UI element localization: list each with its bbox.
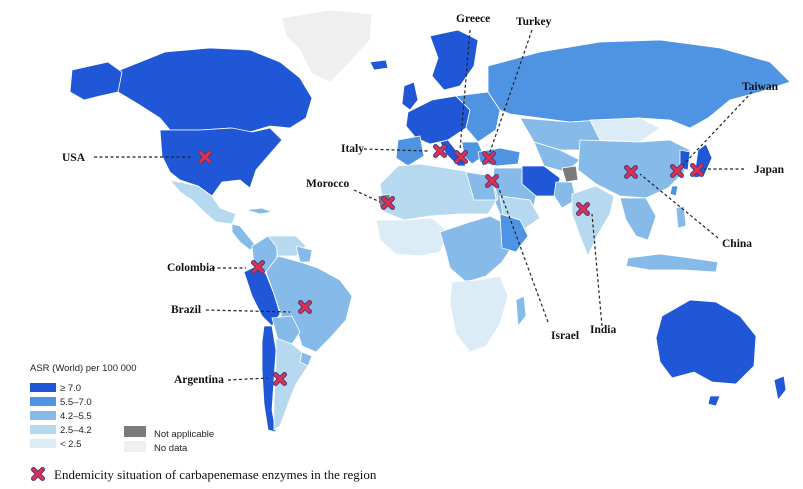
argentina	[273, 337, 309, 431]
alaska	[69, 61, 123, 101]
legend: ASR (World) per 100 000 ≥ 7.0 5.5–7.0 4.…	[30, 363, 214, 454]
legend-title: ASR (World) per 100 000	[30, 363, 137, 374]
western-europe	[405, 95, 471, 145]
label-israel: Israel	[551, 330, 579, 342]
marker-israel	[488, 177, 497, 186]
marker-morocco	[384, 199, 393, 208]
footnote-marker-icon	[34, 470, 43, 479]
arrow-greece	[459, 29, 471, 151]
indonesia	[625, 253, 719, 273]
australia	[655, 299, 757, 385]
venezuela	[267, 235, 307, 257]
arrow-morocco	[353, 189, 381, 203]
madagascar	[515, 295, 527, 328]
marker-india	[579, 205, 588, 214]
central-africa	[439, 215, 515, 283]
afghanistan	[561, 165, 579, 183]
legend-swatch-not-applicable	[124, 426, 146, 437]
label-morocco: Morocco	[306, 178, 349, 190]
legend-label-no-data: No data	[154, 443, 188, 454]
marker-turkey	[485, 154, 494, 163]
central-asia	[533, 141, 581, 173]
legend-swatch-5	[30, 439, 56, 448]
russia	[487, 39, 791, 129]
greenland	[281, 9, 373, 83]
uk	[401, 81, 419, 111]
cuba	[245, 207, 274, 215]
marker-greece	[457, 153, 466, 162]
legend-swatch-no-data	[124, 441, 146, 452]
marker-italy	[436, 147, 445, 156]
country-labels: USA Colombia Brazil Argentina Morocco It…	[62, 13, 785, 386]
legend-label-1: ≥ 7.0	[60, 383, 81, 394]
bolivia	[271, 315, 301, 345]
legend-label-2: 5.5–7.0	[60, 397, 92, 408]
guyana	[295, 245, 313, 263]
label-greece: Greece	[456, 13, 490, 25]
tasmania	[707, 395, 721, 407]
label-china: China	[722, 238, 752, 250]
legend-swatch-2	[30, 397, 56, 406]
uruguay	[299, 351, 313, 367]
chile	[261, 325, 277, 433]
label-italy: Italy	[341, 143, 364, 155]
arrow-argentina	[227, 377, 269, 381]
marker-brazil	[301, 303, 310, 312]
mongolia	[589, 117, 661, 143]
footnote-text: Endemicity situation of carbapenemase en…	[54, 467, 377, 482]
marker-taiwan	[673, 167, 682, 176]
label-usa: USA	[62, 152, 86, 164]
legend-label-3: 4.2–5.5	[60, 411, 92, 422]
label-taiwan: Taiwan	[742, 81, 779, 93]
annotation-arrows	[94, 29, 753, 381]
philippines	[675, 205, 687, 229]
legend-label-not-applicable: Not applicable	[154, 429, 214, 440]
label-colombia: Colombia	[167, 262, 215, 274]
label-japan: Japan	[754, 164, 785, 176]
arrow-taiwan	[681, 91, 753, 167]
legend-label-4: 2.5–4.2	[60, 425, 92, 436]
canada	[117, 47, 313, 133]
label-argentina: Argentina	[174, 374, 224, 386]
marker-usa	[201, 153, 210, 162]
marker-japan	[693, 166, 702, 175]
southeast-asia	[619, 197, 657, 241]
arrow-india	[591, 213, 603, 327]
southern-africa	[449, 275, 509, 353]
legend-swatch-1	[30, 383, 56, 392]
west-africa	[375, 217, 449, 257]
iceland	[369, 59, 389, 71]
marker-argentina	[276, 375, 285, 384]
east-africa	[499, 213, 529, 253]
label-india: India	[590, 324, 616, 336]
taiwan	[669, 185, 679, 197]
marker-colombia	[254, 263, 263, 272]
arrow-israel	[497, 185, 549, 323]
legend-swatch-4	[30, 425, 56, 434]
usa	[159, 127, 283, 197]
label-turkey: Turkey	[516, 16, 552, 28]
arrow-china	[639, 173, 719, 239]
scandinavia	[429, 29, 479, 91]
label-brazil: Brazil	[171, 304, 201, 316]
marker-china	[627, 168, 636, 177]
legend-label-5: < 2.5	[60, 439, 81, 450]
footnote: Endemicity situation of carbapenemase en…	[34, 467, 377, 482]
new-zealand	[773, 375, 787, 401]
legend-swatch-3	[30, 411, 56, 420]
pakistan	[553, 181, 577, 209]
